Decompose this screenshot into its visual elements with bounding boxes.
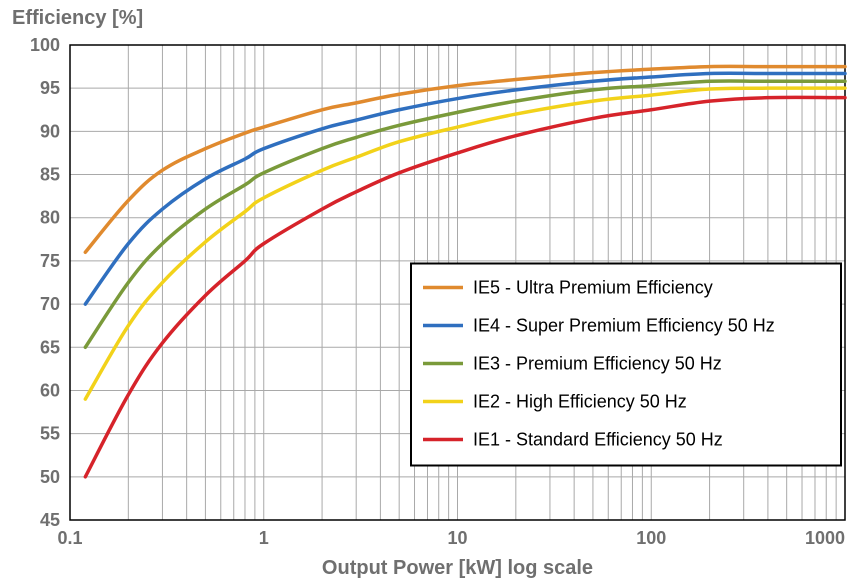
y-tick-label: 80: [40, 208, 60, 228]
legend-label-IE1: IE1 - Standard Efficiency 50 Hz: [473, 430, 723, 450]
chart-svg: 45 50 55 60 65 70 75 80 85 90 95 100 0.1 1 10 100 1000 Ef…: [0, 0, 853, 584]
legend-label-IE5: IE5 - Ultra Premium Efficiency: [473, 278, 713, 298]
x-tick-label: 100: [636, 528, 666, 548]
y-tick-label: 45: [40, 510, 60, 530]
efficiency-chart: 45 50 55 60 65 70 75 80 85 90 95 100 0.1 1 10 100 1000 Ef…: [0, 0, 853, 584]
x-axis-title: Output Power [kW] log scale: [322, 557, 593, 579]
y-tick-label: 90: [40, 121, 60, 141]
y-axis-title: Efficiency [%]: [12, 7, 143, 29]
y-tick-label: 60: [40, 380, 60, 400]
y-tick-label: 75: [40, 251, 60, 271]
legend: IE5 - Ultra Premium Efficiency IE4 - Supe…: [411, 264, 841, 466]
y-tick-label: 65: [40, 337, 60, 357]
x-tick-label: 1000: [805, 528, 845, 548]
y-tick-label: 50: [40, 467, 60, 487]
y-tick-label: 100: [30, 35, 60, 55]
y-tick-label: 95: [40, 78, 60, 98]
legend-label-IE3: IE3 - Premium Efficiency 50 Hz: [473, 354, 722, 374]
y-tick-label: 55: [40, 424, 60, 444]
legend-label-IE4: IE4 - Super Premium Efficiency 50 Hz: [473, 316, 775, 336]
x-tick-label: 1: [259, 528, 269, 548]
x-tick-label: 0.1: [57, 528, 82, 548]
legend-label-IE2: IE2 - High Efficiency 50 Hz: [473, 392, 687, 412]
x-tick-label: 10: [447, 528, 467, 548]
y-tick-label: 70: [40, 294, 60, 314]
y-tick-label: 85: [40, 165, 60, 185]
